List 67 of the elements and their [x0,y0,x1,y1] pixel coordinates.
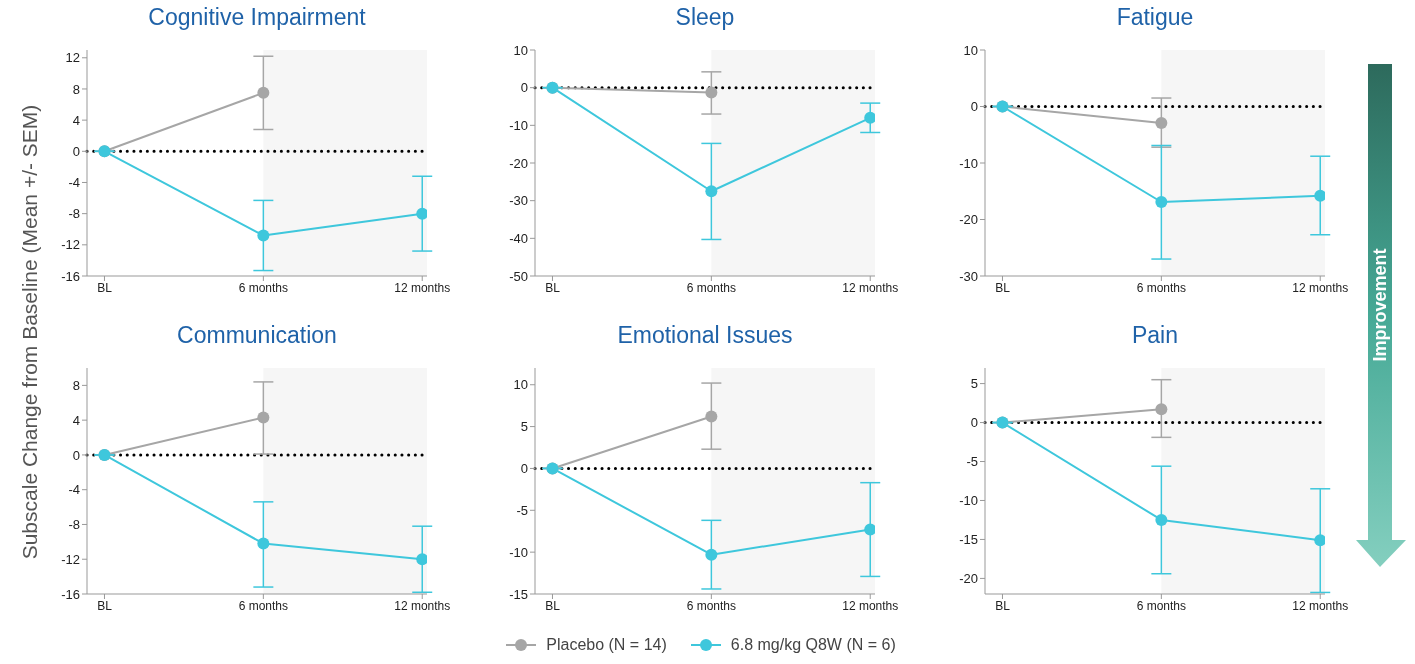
y-tick-label: -10 [959,493,978,509]
y-tick-label: -30 [509,193,528,209]
y-tick-label: -12 [61,237,80,253]
x-tick-label: 12 months [1292,280,1349,295]
y-tick-label: -12 [61,551,80,567]
x-tick-label: 12 months [842,280,899,295]
y-tick-label: -8 [68,206,80,222]
y-tick-label: -5 [966,454,978,470]
chart-title: Cognitive Impairment [147,4,367,31]
x-tick-label: 6 months [238,598,289,613]
y-tick-label: 0 [72,447,80,463]
y-tick-label: -4 [68,175,80,191]
y-tick-label: 8 [72,378,80,393]
y-tick-label: -15 [959,532,978,548]
y-tick-label: 10 [513,377,528,393]
chart-title: Communication [176,322,338,349]
y-axis-title: Subscale Change from Baseline (Mean +/- SEM) [18,104,42,560]
y-tick-label: -10 [509,117,528,133]
x-tick-label: BL [995,598,1011,613]
x-tick-label: BL [995,280,1011,295]
y-tick-label: -10 [509,544,528,560]
y-tick-label: -50 [509,268,528,284]
x-tick-label: 12 months [1292,598,1349,613]
y-tick-label: 0 [520,80,528,96]
x-tick-label: 6 months [686,598,737,613]
y-tick-label: 0 [520,461,528,477]
chart-title: Sleep [674,4,736,31]
y-tick-label: 4 [72,112,80,128]
y-tick-label: 4 [72,412,80,428]
x-tick-label: BL [545,598,561,613]
chart-title: Pain [1130,322,1179,349]
y-tick-label: 0 [970,415,978,431]
y-tick-label: -20 [959,212,978,228]
y-tick-label: -8 [68,517,80,533]
chart-title: Emotional Issues [616,322,794,349]
y-tick-label: 10 [513,42,528,58]
x-tick-label: 12 months [394,280,451,295]
x-tick-label: 6 months [1136,598,1187,613]
legend-label: 6.8 mg/kg Q8W (N = 6) [730,636,896,654]
x-tick-label: BL [545,280,561,295]
y-tick-label: -16 [61,586,80,602]
x-tick-label: 12 months [842,598,899,613]
x-tick-label: BL [97,280,113,295]
y-tick-label: -40 [509,230,528,246]
y-tick-label: -20 [509,155,528,171]
chart-title: Fatigue [1115,4,1195,31]
x-tick-label: 6 months [1136,280,1187,295]
x-tick-label: 12 months [394,598,451,613]
y-tick-label: -15 [509,586,528,602]
y-tick-label: -4 [68,482,80,498]
y-tick-label: 0 [970,99,978,115]
y-tick-label: 5 [520,419,528,435]
y-tick-label: -10 [959,155,978,171]
y-tick-label: 8 [72,81,80,97]
y-tick-label: -5 [516,502,528,518]
y-tick-label: -20 [959,571,978,587]
y-tick-label: 5 [970,376,978,392]
text: Improvement [1369,248,1391,362]
x-tick-label: BL [97,598,113,613]
x-tick-label: 6 months [238,280,289,295]
legend-label: Placebo (N = 14) [546,636,667,654]
y-tick-label: -16 [61,268,80,284]
y-tick-label: 0 [72,143,80,159]
y-tick-label: -30 [959,268,978,284]
x-tick-label: 6 months [686,280,737,295]
y-tick-label: 10 [963,42,978,58]
y-tick-label: 12 [65,50,80,66]
